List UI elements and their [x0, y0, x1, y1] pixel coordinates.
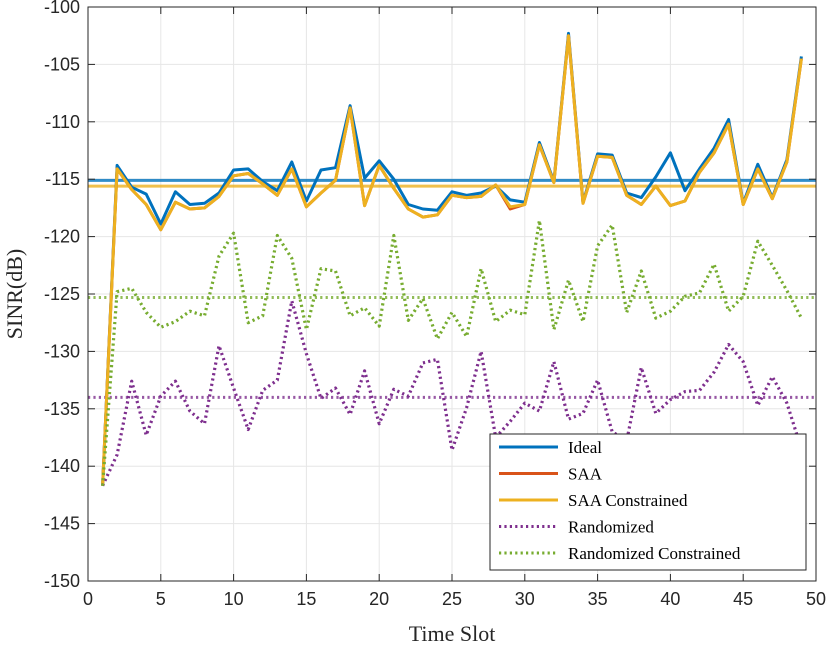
axis-ticks: 0 5 10 15 20 25 30 35 40 45 50 -150 -145 -140 -135 -130… — [44, 0, 826, 609]
y-tick-label: -105 — [44, 54, 80, 74]
x-tick-label: 0 — [83, 589, 93, 609]
x-tick-label: 45 — [733, 589, 753, 609]
legend: Ideal SAA SAA Constrained Randomized Randomi… — [489, 433, 807, 571]
y-tick-label: -100 — [44, 0, 80, 17]
y-tick-label: -120 — [44, 227, 80, 247]
series-line-randomized-constrained — [101, 218, 803, 486]
y-axis-title: SINR(dB) — [2, 249, 27, 339]
x-tick-label: 15 — [296, 589, 316, 609]
legend-label: Randomized — [568, 518, 654, 537]
y-tick-label: -115 — [45, 169, 80, 189]
series-line-saa-constrained — [101, 34, 803, 486]
legend-label: SAA — [568, 465, 603, 484]
x-tick-label: 50 — [806, 589, 826, 609]
x-tick-label: 40 — [660, 589, 680, 609]
series-line-randomized — [101, 299, 803, 487]
y-tick-label: -110 — [45, 112, 80, 132]
legend-label: SAA Constrained — [568, 491, 688, 510]
legend-label: Ideal — [568, 438, 602, 457]
x-tick-label: 25 — [442, 589, 462, 609]
legend-box — [489, 433, 807, 571]
series-line-ideal — [101, 31, 803, 486]
legend-label: Randomized Constrained — [568, 544, 741, 563]
x-tick-label: 35 — [588, 589, 608, 609]
y-tick-label: -140 — [44, 456, 80, 476]
y-tick-label: -130 — [44, 341, 80, 361]
plot-area — [88, 31, 816, 487]
x-tick-label: 10 — [224, 589, 244, 609]
y-tick-label: -125 — [44, 284, 80, 304]
x-tick-label: 20 — [369, 589, 389, 609]
x-axis-title: Time Slot — [409, 621, 496, 646]
y-tick-label: -135 — [44, 399, 80, 419]
y-tick-label: -145 — [44, 514, 80, 534]
y-tick-label: -150 — [44, 571, 80, 591]
x-tick-label: 5 — [156, 589, 166, 609]
x-tick-label: 30 — [515, 589, 535, 609]
